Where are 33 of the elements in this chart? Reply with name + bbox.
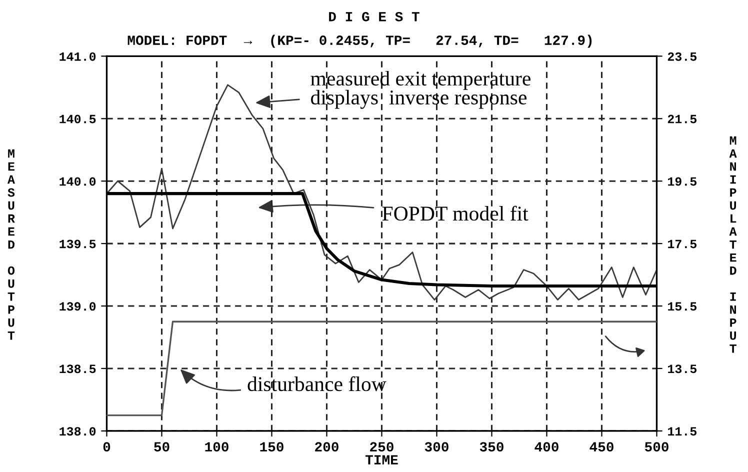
- y2-tick-label: 15.5: [668, 302, 697, 311]
- x-tick-label: 50: [154, 442, 170, 452]
- y-tick-label: 140.0: [60, 177, 96, 186]
- x-tick-label: 400: [534, 442, 558, 452]
- y2-tick-label: 17.5: [668, 240, 697, 248]
- x-tick-label: 250: [370, 442, 394, 452]
- y-tick-label: 138.5: [60, 364, 96, 374]
- y-tick-label: 140.5: [60, 114, 96, 124]
- y2-tick-label: 13.5: [668, 364, 697, 374]
- y-tick-label: 139.5: [60, 240, 96, 248]
- y2-tick-label: 19.5: [668, 177, 697, 186]
- x-axis-title: TIME: [365, 455, 398, 464]
- annotation: disturbance flow: [248, 376, 386, 392]
- y2-tick-label: 21.5: [668, 114, 697, 124]
- annotation: FOPDT model fit: [382, 206, 528, 221]
- text: MEASURED OUTPUT: [7, 149, 15, 340]
- x-tick-label: 300: [424, 442, 448, 452]
- x-tick-label: 150: [260, 442, 284, 452]
- y-tick-label: 138.0: [60, 427, 96, 436]
- y-tick-label: 141.0: [60, 52, 96, 61]
- chart-title: D I G E S T: [329, 12, 420, 22]
- y-tick-label: 139.0: [60, 302, 96, 311]
- text: MANIPULATED INPUT: [729, 136, 737, 353]
- x-tick-label: 0: [103, 442, 110, 452]
- x-tick-label: 350: [480, 442, 504, 452]
- x-tick-label: 200: [315, 442, 338, 452]
- y2-tick-label: 11.5: [668, 427, 697, 436]
- annotation: measured exit temperature displays inverse response: [310, 70, 530, 109]
- x-tick-label: 100: [205, 442, 228, 452]
- y2-tick-label: 23.5: [668, 52, 697, 61]
- chart-subtitle: MODEL: FOPDT → (KP=- 0.2455, TP= 27.54, TD= 127.9): [128, 34, 592, 48]
- x-tick-label: 450: [590, 442, 614, 452]
- x-tick-label: 500: [644, 442, 668, 452]
